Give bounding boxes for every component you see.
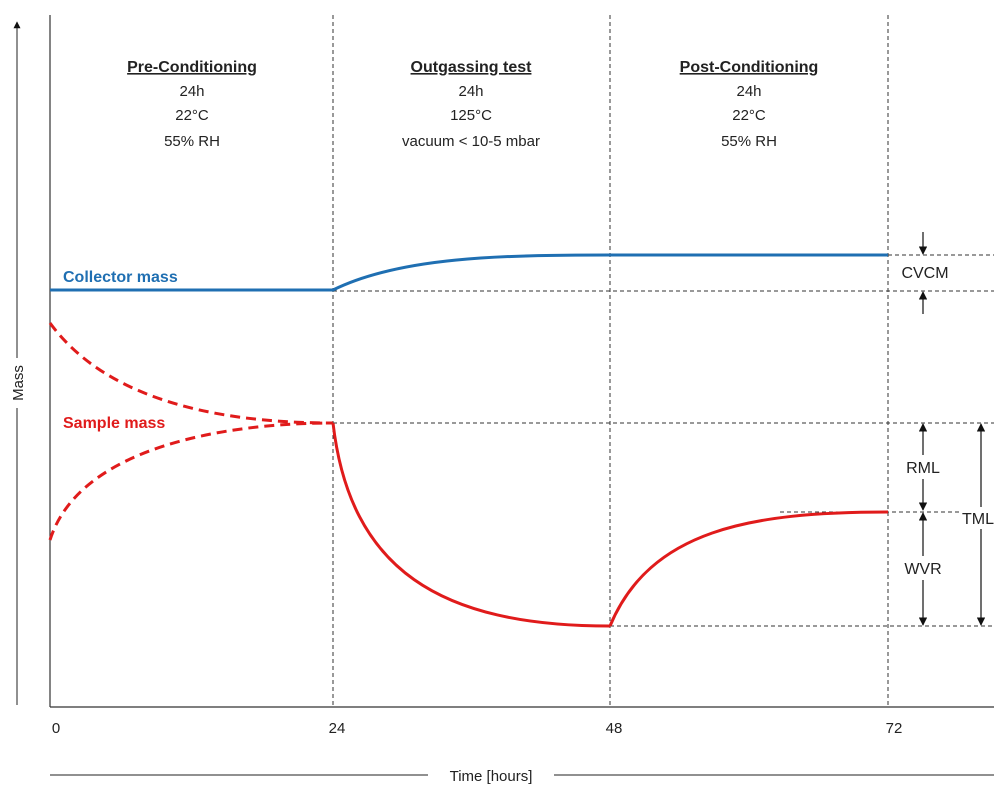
phase-title: Outgassing test <box>411 59 533 76</box>
wvr-label-bg <box>898 556 948 580</box>
phase-temperature: 22°C <box>732 107 766 124</box>
phase-duration: 24h <box>458 83 483 100</box>
wvr-label: WVR <box>904 561 941 578</box>
sample-mass-desorb-curve <box>48 322 334 425</box>
phase-condition: vacuum < 10-5 mbar <box>402 133 540 150</box>
sample-mass-outgassing-curve <box>331 422 611 628</box>
y-title-bg <box>7 358 28 408</box>
phase-title: Post-Conditioning <box>680 59 819 76</box>
sample-mass-absorb-curve <box>48 421 334 541</box>
x-axis-title: Time [hours] <box>450 768 533 785</box>
phase-post-conditioning: Post-Conditioning 24h 22°C 55% RH <box>680 59 819 150</box>
reference-lines <box>333 254 994 627</box>
tml-label: TML <box>962 511 994 528</box>
x-tick-label: 48 <box>606 720 623 737</box>
phase-temperature: 125°C <box>450 107 492 124</box>
sample-mass-label: Sample mass <box>63 415 165 432</box>
phase-dividers <box>332 15 889 707</box>
collector-mass-curve <box>50 253 888 292</box>
collector-mass-label: Collector mass <box>63 269 178 286</box>
x-title-bg <box>428 764 554 786</box>
x-tick-label: 72 <box>886 720 903 737</box>
x-tick-label: 24 <box>329 720 346 737</box>
x-tick-label: 0 <box>52 720 60 737</box>
rml-label-bg <box>900 455 946 479</box>
tml-label-bg <box>960 507 994 529</box>
phase-condition: 55% RH <box>164 133 220 150</box>
phase-title: Pre-Conditioning <box>127 59 257 76</box>
cvcm-label: CVCM <box>901 265 948 282</box>
y-axis-title: Mass <box>10 365 27 401</box>
phase-temperature: 22°C <box>175 107 209 124</box>
rml-label: RML <box>906 460 940 477</box>
phase-outgassing-test: Outgassing test 24h 125°C vacuum < 10-5 … <box>402 59 540 150</box>
phase-duration: 24h <box>736 83 761 100</box>
phase-pre-conditioning: Pre-Conditioning 24h 22°C 55% RH <box>127 59 257 150</box>
phase-condition: 55% RH <box>721 133 777 150</box>
phase-duration: 24h <box>179 83 204 100</box>
sample-mass-reabsorb-curve <box>608 510 889 627</box>
